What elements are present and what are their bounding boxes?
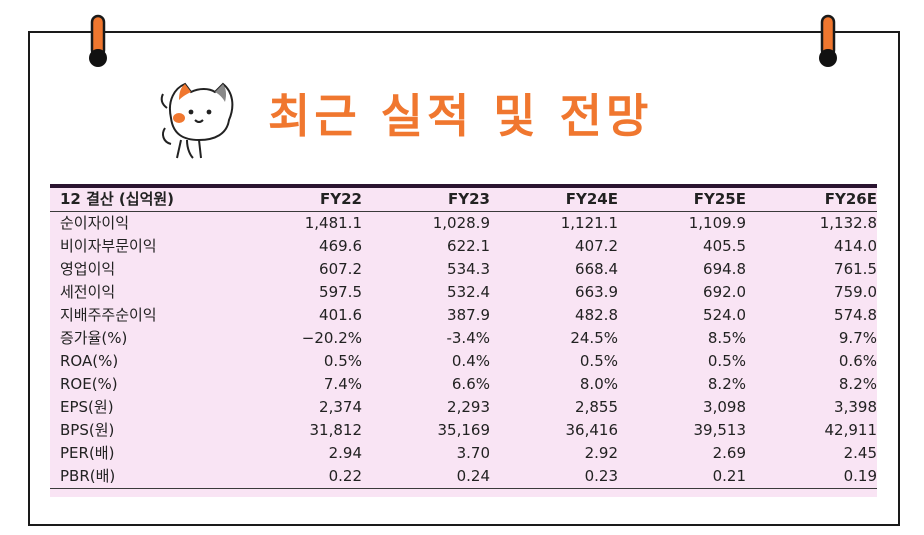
row-label: 세전이익 bbox=[60, 283, 116, 301]
table-row: 세전이익 597.5 532.4 663.9 692.0 759.0 bbox=[50, 281, 877, 304]
table-cell: 2,293 bbox=[447, 398, 490, 416]
table-cell: 607.2 bbox=[319, 260, 362, 278]
table-cell: 387.9 bbox=[447, 306, 490, 324]
table-cell: 35,169 bbox=[437, 421, 491, 439]
column-header-fy24e: FY24E bbox=[565, 190, 618, 208]
table-cell: 42,911 bbox=[824, 421, 878, 439]
table-cell: 414.0 bbox=[834, 237, 877, 255]
table-cell: 761.5 bbox=[834, 260, 877, 278]
table-cell: 8.5% bbox=[707, 329, 746, 347]
table-cell: 663.9 bbox=[575, 283, 618, 301]
table-cell: 8.2% bbox=[838, 375, 877, 393]
table-row: 비이자부문이익 469.6 622.1 407.2 405.5 414.0 bbox=[50, 235, 877, 258]
table-row: BPS(원) 31,812 35,169 36,416 39,513 42,911 bbox=[50, 419, 877, 442]
table-cell: 0.19 bbox=[843, 467, 877, 485]
table-cell: 469.6 bbox=[319, 237, 362, 255]
table-cell: 2,374 bbox=[319, 398, 362, 416]
table-cell: 622.1 bbox=[447, 237, 490, 255]
table-cell: 0.23 bbox=[584, 467, 618, 485]
row-label: 비이자부문이익 bbox=[60, 237, 157, 255]
table-cell: 0.5% bbox=[707, 352, 746, 370]
table-cell: 532.4 bbox=[447, 283, 490, 301]
earnings-table: 12 결산 (십억원) FY22 FY23 FY24E FY25E FY26E … bbox=[50, 188, 877, 489]
table-cell: 2.92 bbox=[584, 444, 618, 462]
table-cell: 8.2% bbox=[707, 375, 746, 393]
table-cell: 31,812 bbox=[309, 421, 363, 439]
table-row: EPS(원) 2,374 2,293 2,855 3,098 3,398 bbox=[50, 396, 877, 419]
table-cell: 759.0 bbox=[834, 283, 877, 301]
table-row: 영업이익 607.2 534.3 668.4 694.8 761.5 bbox=[50, 258, 877, 281]
table-cell: 692.0 bbox=[703, 283, 746, 301]
table-cell: 694.8 bbox=[703, 260, 746, 278]
table-cell: 482.8 bbox=[575, 306, 618, 324]
table-cell: −20.2% bbox=[301, 329, 362, 347]
table-cell: 574.8 bbox=[834, 306, 877, 324]
table-row: ROE(%) 7.4% 6.6% 8.0% 8.2% 8.2% bbox=[50, 373, 877, 396]
column-header-fy25e: FY25E bbox=[693, 190, 746, 208]
table-row: ROA(%) 0.5% 0.4% 0.5% 0.5% 0.6% bbox=[50, 350, 877, 373]
table-cell: 8.0% bbox=[579, 375, 618, 393]
table-cell: 1,028.9 bbox=[432, 214, 490, 232]
table-cell: 2.69 bbox=[712, 444, 746, 462]
table-cell: 2.94 bbox=[328, 444, 362, 462]
table-cell: 2,855 bbox=[575, 398, 618, 416]
table-cell: 401.6 bbox=[319, 306, 362, 324]
table-header-row: 12 결산 (십억원) FY22 FY23 FY24E FY25E FY26E bbox=[50, 188, 877, 212]
table-cell: 534.3 bbox=[447, 260, 490, 278]
table-cell: 597.5 bbox=[319, 283, 362, 301]
table-row: PER(배) 2.94 3.70 2.92 2.69 2.45 bbox=[50, 442, 877, 465]
table-row: 순이자이익 1,481.1 1,028.9 1,121.1 1,109.9 1,132.8 bbox=[50, 212, 877, 236]
row-label: EPS(원) bbox=[60, 398, 114, 416]
table-row: PBR(배) 0.22 0.24 0.23 0.21 0.19 bbox=[50, 465, 877, 489]
table-cell: 524.0 bbox=[703, 306, 746, 324]
table-cell: 9.7% bbox=[838, 329, 877, 347]
table-cell: 6.6% bbox=[451, 375, 490, 393]
table-cell: 405.5 bbox=[703, 237, 746, 255]
column-header-fy22: FY22 bbox=[320, 190, 362, 208]
column-header-fy23: FY23 bbox=[448, 190, 490, 208]
row-label: PBR(배) bbox=[60, 467, 116, 485]
table-cell: 0.5% bbox=[323, 352, 362, 370]
column-header-fy26e: FY26E bbox=[824, 190, 877, 208]
row-label: 지배주주순이익 bbox=[60, 306, 157, 324]
row-label: 증가율(%) bbox=[60, 329, 128, 347]
table-cell: 1,121.1 bbox=[560, 214, 618, 232]
cat-mascot-icon bbox=[160, 82, 234, 159]
row-label: 영업이익 bbox=[60, 260, 116, 278]
table-cell: 0.22 bbox=[328, 467, 362, 485]
table-cell: 407.2 bbox=[575, 237, 618, 255]
table-cell: 0.6% bbox=[838, 352, 877, 370]
table-cell: 1,132.8 bbox=[819, 214, 877, 232]
table-row: 증가율(%) −20.2% -3.4% 24.5% 8.5% 9.7% bbox=[50, 327, 877, 350]
table-cell: 3.70 bbox=[456, 444, 490, 462]
row-label: PER(배) bbox=[60, 444, 115, 462]
page-title: 최근 실적 및 전망 bbox=[268, 89, 653, 143]
table-cell: 2.45 bbox=[843, 444, 877, 462]
table-cell: 0.21 bbox=[712, 467, 746, 485]
table-cell: 24.5% bbox=[570, 329, 618, 347]
table-cell: 1,109.9 bbox=[688, 214, 746, 232]
table-cell: 36,416 bbox=[565, 421, 619, 439]
row-label: 순이자이익 bbox=[60, 214, 130, 232]
table-cell: -3.4% bbox=[446, 329, 490, 347]
table-cell: 3,398 bbox=[834, 398, 877, 416]
column-header-label: 12 결산 (십억원) bbox=[60, 190, 175, 208]
table-row: 지배주주순이익 401.6 387.9 482.8 524.0 574.8 bbox=[50, 304, 877, 327]
table-cell: 7.4% bbox=[323, 375, 362, 393]
row-label: ROA(%) bbox=[60, 352, 119, 370]
earnings-table-panel: 12 결산 (십억원) FY22 FY23 FY24E FY25E FY26E … bbox=[50, 184, 877, 497]
table-cell: 0.5% bbox=[579, 352, 618, 370]
row-label: ROE(%) bbox=[60, 375, 118, 393]
table-cell: 1,481.1 bbox=[304, 214, 362, 232]
table-cell: 0.24 bbox=[456, 467, 490, 485]
row-label: BPS(원) bbox=[60, 421, 115, 439]
table-cell: 39,513 bbox=[693, 421, 747, 439]
table-cell: 668.4 bbox=[575, 260, 618, 278]
table-header-bar bbox=[50, 184, 877, 188]
table-cell: 3,098 bbox=[703, 398, 746, 416]
binder-clip-icon bbox=[819, 14, 837, 67]
binder-clip-icon bbox=[89, 14, 107, 67]
table-cell: 0.4% bbox=[451, 352, 490, 370]
